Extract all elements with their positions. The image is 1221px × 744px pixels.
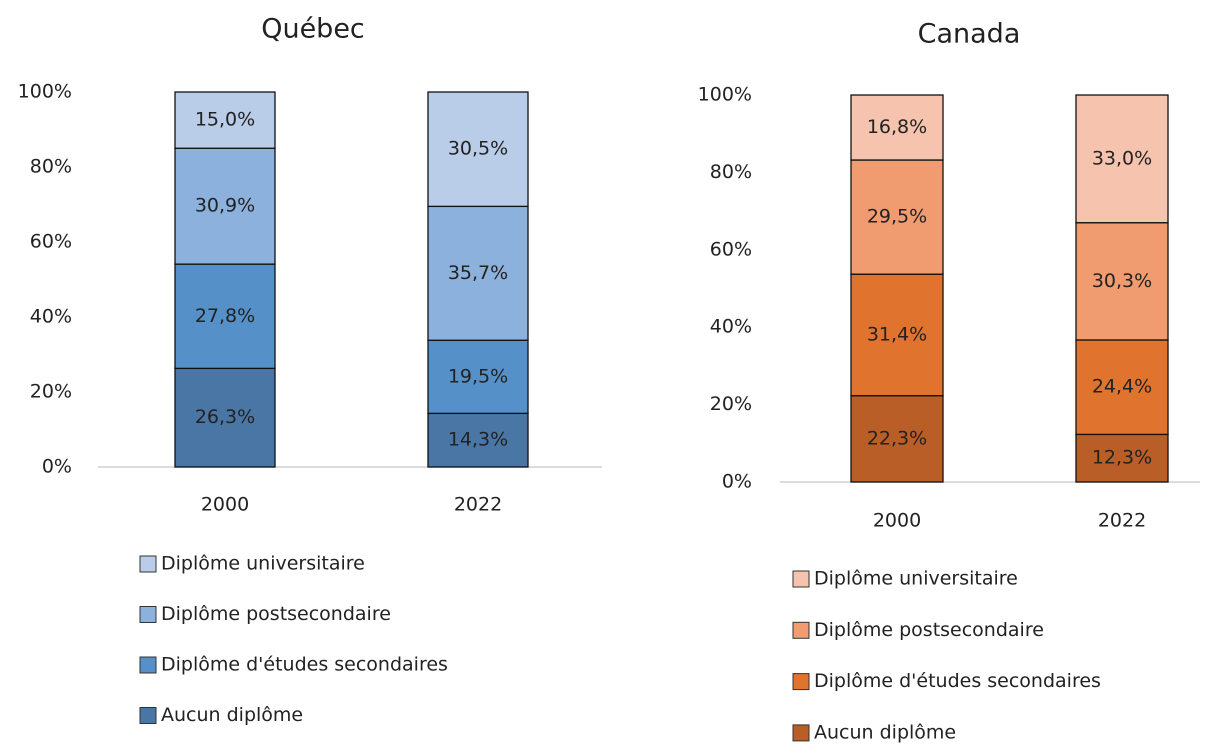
- data-label: 12,3%: [1092, 447, 1152, 469]
- y-tick-label: 0%: [42, 456, 72, 478]
- bar-segment: [850, 94, 944, 161]
- data-label: 27,8%: [195, 305, 255, 327]
- legend-swatch: [139, 656, 157, 674]
- data-label: 14,3%: [448, 429, 508, 451]
- bar-segment: [427, 412, 529, 468]
- legend-label: Aucun diplôme: [161, 704, 303, 726]
- y-tick-label: 20%: [30, 381, 72, 403]
- y-tick-label: 60%: [30, 231, 72, 253]
- data-label: 15,0%: [195, 109, 255, 131]
- bar-segment: [1075, 94, 1169, 224]
- data-label: 29,5%: [867, 206, 927, 228]
- x-tick-label: 2022: [454, 494, 502, 516]
- bar-segment: [174, 263, 276, 370]
- legend-label: Diplôme universitaire: [161, 553, 365, 575]
- bar-segment: [174, 91, 276, 149]
- legend-label: Diplôme postsecondaire: [814, 619, 1044, 641]
- legend-label: Diplôme postsecondaire: [161, 603, 391, 625]
- bar-segment: [1075, 339, 1169, 436]
- bar-segment: [427, 91, 529, 208]
- legend-swatch: [139, 555, 157, 573]
- legend-label: Diplôme d'études secondaires: [161, 654, 448, 676]
- y-tick-label: 40%: [710, 316, 752, 338]
- data-label: 31,4%: [867, 323, 927, 345]
- y-tick-label: 80%: [30, 156, 72, 178]
- data-label: 19,5%: [448, 365, 508, 387]
- y-tick-label: 100%: [698, 84, 752, 106]
- y-tick-label: 0%: [722, 471, 752, 493]
- y-tick-label: 80%: [710, 161, 752, 183]
- legend-swatch: [792, 673, 810, 691]
- data-label: 35,7%: [448, 262, 508, 284]
- bar-segment: [1075, 433, 1169, 483]
- data-label: 16,8%: [867, 116, 927, 138]
- bar-segment: [850, 395, 944, 483]
- data-label: 30,3%: [1092, 270, 1152, 292]
- legend-label: Aucun diplôme: [814, 721, 956, 743]
- chart-title: Québec: [261, 14, 365, 45]
- legend-swatch: [139, 707, 157, 724]
- bar-segment: [427, 205, 529, 341]
- bar-segment: [850, 159, 944, 275]
- chart-title: Canada: [918, 19, 1021, 50]
- y-tick-label: 100%: [18, 81, 72, 103]
- legend-swatch: [792, 621, 810, 639]
- data-label: 30,9%: [195, 195, 255, 217]
- x-tick-label: 2000: [201, 494, 249, 516]
- data-label: 30,5%: [448, 138, 508, 160]
- legend-label: Diplôme d'études secondaires: [814, 670, 1101, 692]
- x-tick-label: 2022: [1098, 510, 1146, 532]
- data-label: 22,3%: [867, 427, 927, 449]
- data-label: 26,3%: [195, 406, 255, 428]
- y-tick-label: 20%: [710, 393, 752, 415]
- bar-segment: [174, 367, 276, 468]
- y-tick-label: 40%: [30, 306, 72, 328]
- legend-swatch: [792, 570, 810, 588]
- legend-label: Diplôme universitaire: [814, 568, 1018, 590]
- x-tick-label: 2000: [873, 510, 921, 532]
- data-label: 33,0%: [1092, 147, 1152, 169]
- legend-swatch: [139, 606, 157, 623]
- bar-segment: [1075, 222, 1169, 341]
- y-tick-label: 60%: [710, 238, 752, 260]
- data-label: 24,4%: [1092, 376, 1152, 398]
- legend-swatch: [792, 724, 810, 742]
- bar-segment: [427, 339, 529, 415]
